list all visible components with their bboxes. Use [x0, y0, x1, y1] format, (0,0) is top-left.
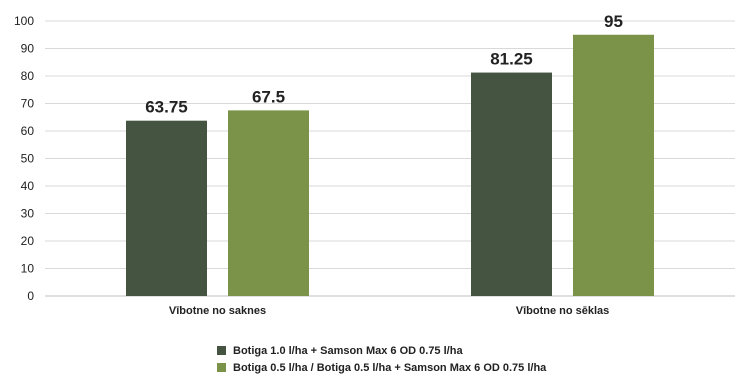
- legend-swatch-series-1: [217, 346, 226, 355]
- y-tick-label-80: 80: [21, 69, 35, 83]
- bar-series-2-1: [228, 110, 309, 296]
- legend-item-series-1: Botiga 1.0 l/ha + Samson Max 6 OD 0.75 l…: [217, 342, 546, 359]
- x-category-label-1: Vībotne no saknes: [169, 305, 266, 317]
- y-tick-label-70: 70: [21, 97, 35, 111]
- x-category-label-2: Vībotne no sēklas: [516, 305, 610, 317]
- y-tick-label-40: 40: [21, 179, 35, 193]
- data-label-series-1-1: 63.75: [145, 98, 188, 117]
- y-tick-label-60: 60: [21, 124, 35, 138]
- legend-item-series-2: Botiga 0.5 l/ha / Botiga 0.5 l/ha + Sams…: [217, 359, 546, 376]
- bar-series-2-2: [573, 34, 654, 296]
- legend-label-series-1: Botiga 1.0 l/ha + Samson Max 6 OD 0.75 l…: [233, 344, 463, 357]
- y-tick-label-10: 10: [21, 262, 35, 276]
- y-tick-label-90: 90: [21, 42, 35, 56]
- data-label-series-2-1: 67.5: [252, 87, 285, 106]
- y-tick-label-30: 30: [21, 207, 35, 221]
- y-tick-label-20: 20: [21, 234, 35, 248]
- bar-series-1-2: [471, 72, 552, 296]
- y-tick-label-50: 50: [21, 152, 35, 166]
- y-tick-label-100: 100: [14, 14, 34, 28]
- chart-legend: Botiga 1.0 l/ha + Samson Max 6 OD 0.75 l…: [217, 342, 546, 376]
- y-tick-label-0: 0: [27, 289, 34, 303]
- bar-series-1-1: [126, 120, 207, 296]
- legend-label-series-2: Botiga 0.5 l/ha / Botiga 0.5 l/ha + Sams…: [233, 361, 547, 374]
- legend-swatch-series-2: [217, 363, 226, 372]
- data-label-series-2-2: 95: [604, 12, 623, 31]
- data-label-series-1-2: 81.25: [490, 50, 533, 69]
